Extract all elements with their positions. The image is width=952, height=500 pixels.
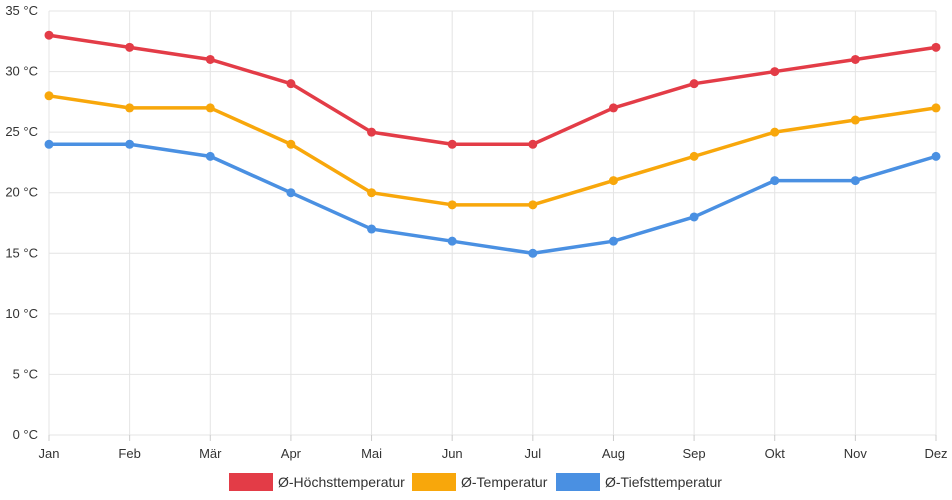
data-point[interactable]	[367, 188, 377, 198]
x-tick-label: Nov	[844, 446, 868, 461]
x-tick-label: Sep	[683, 446, 706, 461]
y-tick-label: 15 °C	[5, 245, 38, 260]
legend-label[interactable]: Ø-Temperatur	[461, 474, 548, 490]
data-point[interactable]	[125, 139, 135, 149]
data-point[interactable]	[44, 139, 54, 149]
x-tick-label: Jul	[525, 446, 542, 461]
data-point[interactable]	[689, 212, 699, 222]
data-point[interactable]	[770, 127, 780, 137]
legend-swatch[interactable]	[412, 473, 456, 491]
data-point[interactable]	[286, 79, 296, 89]
y-tick-label: 0 °C	[13, 427, 38, 442]
legend-swatch[interactable]	[229, 473, 273, 491]
data-point[interactable]	[125, 42, 135, 52]
legend-swatch[interactable]	[556, 473, 600, 491]
y-tick-label: 25 °C	[5, 124, 38, 139]
data-point[interactable]	[447, 236, 457, 246]
data-point[interactable]	[689, 151, 699, 161]
x-tick-label: Okt	[765, 446, 786, 461]
y-tick-label: 35 °C	[5, 3, 38, 18]
data-point[interactable]	[286, 139, 296, 149]
series-line-2	[47, 142, 938, 256]
data-point[interactable]	[528, 139, 538, 149]
data-point[interactable]	[44, 30, 54, 40]
data-point[interactable]	[931, 151, 941, 161]
x-tick-label: Apr	[281, 446, 302, 461]
data-point[interactable]	[608, 236, 618, 246]
x-tick-label: Jan	[39, 446, 60, 461]
data-point[interactable]	[608, 176, 618, 186]
x-tick-label: Jun	[442, 446, 463, 461]
series-line-0	[47, 33, 938, 147]
data-point[interactable]	[608, 103, 618, 113]
y-axis-tick-labels: 0 °C 5 °C 10 °C 15 °C 20 °C 25 °C 30 °C 35 °C	[5, 3, 38, 442]
series-line-1	[47, 94, 938, 207]
y-tick-label: 5 °C	[13, 366, 38, 381]
data-point[interactable]	[528, 200, 538, 210]
y-tick-label: 10 °C	[5, 306, 38, 321]
x-tick-label: Mai	[361, 446, 382, 461]
y-tick-label: 30 °C	[5, 64, 38, 79]
data-point[interactable]	[367, 224, 377, 234]
data-point[interactable]	[125, 103, 135, 113]
data-point[interactable]	[205, 103, 215, 113]
data-point[interactable]	[205, 54, 215, 64]
x-tick-label: Aug	[602, 446, 625, 461]
y-tick-label: 20 °C	[5, 185, 38, 200]
data-point[interactable]	[205, 151, 215, 161]
data-point[interactable]	[850, 115, 860, 125]
data-point[interactable]	[44, 91, 54, 101]
data-point[interactable]	[286, 188, 296, 198]
legend-label[interactable]: Ø-Höchsttemperatur	[278, 474, 405, 490]
data-point[interactable]	[931, 42, 941, 52]
data-point[interactable]	[689, 79, 699, 89]
data-point[interactable]	[850, 176, 860, 186]
data-point[interactable]	[850, 54, 860, 64]
data-point[interactable]	[447, 139, 457, 149]
x-axis-tick-labels: Jan Feb Mär Apr Mai Jun Jul Aug Sep Okt Nov Dez	[39, 446, 948, 461]
data-point[interactable]	[931, 103, 941, 113]
data-point[interactable]	[447, 200, 457, 210]
x-tick-label: Feb	[118, 446, 140, 461]
data-point[interactable]	[770, 176, 780, 186]
x-tick-label: Mär	[199, 446, 222, 461]
series-lines	[44, 30, 941, 258]
legend: Ø-Höchsttemperatur Ø-Temperatur Ø-Tiefstte…	[229, 473, 722, 491]
grid	[48, 10, 937, 441]
legend-label[interactable]: Ø-Tiefsttemperatur	[605, 474, 722, 490]
data-point[interactable]	[528, 248, 538, 258]
x-tick-label: Dez	[924, 446, 947, 461]
data-point[interactable]	[367, 127, 377, 137]
data-point[interactable]	[770, 67, 780, 77]
